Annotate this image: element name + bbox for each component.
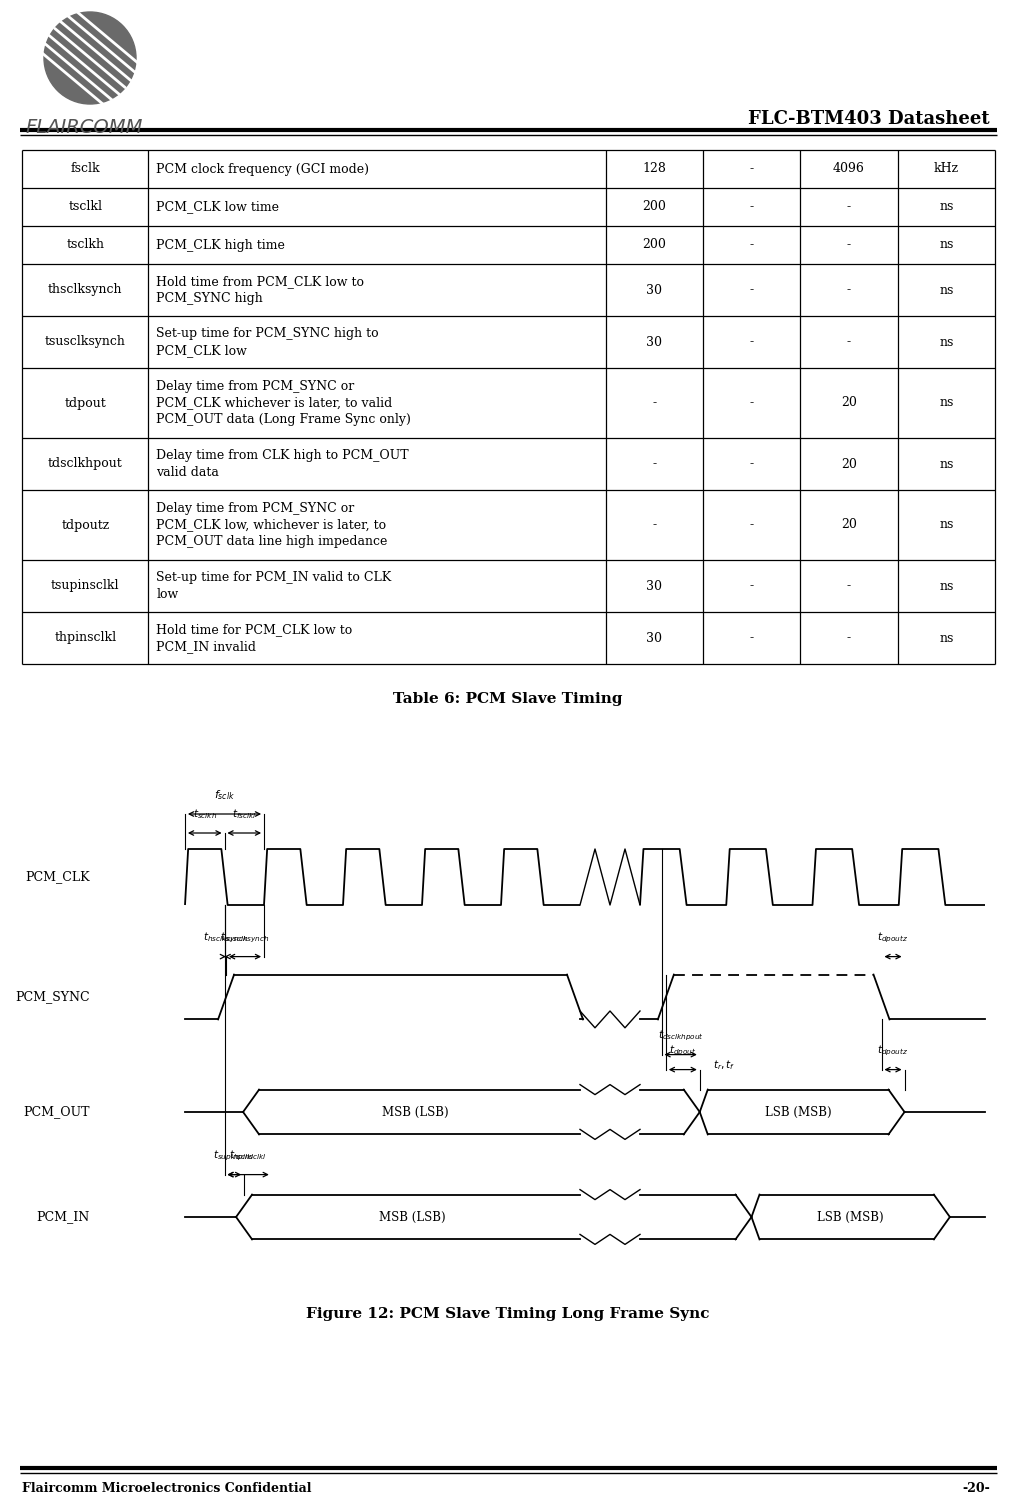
Text: tsclkh: tsclkh [66, 239, 105, 251]
Text: kHz: kHz [934, 162, 959, 176]
Text: 128: 128 [643, 162, 666, 176]
Text: -: - [847, 335, 851, 348]
Text: -: - [847, 580, 851, 592]
Text: PCM_CLK high time: PCM_CLK high time [157, 239, 286, 251]
Text: -: - [847, 200, 851, 213]
Text: PCM_SYNC: PCM_SYNC [15, 990, 89, 1003]
Text: ns: ns [939, 458, 954, 470]
Text: MSB (LSB): MSB (LSB) [382, 1105, 448, 1119]
Text: tsclkl: tsclkl [68, 200, 103, 213]
Text: $f_{sclk}$: $f_{sclk}$ [214, 789, 235, 802]
Text: 4096: 4096 [833, 162, 865, 176]
Text: Hold time for PCM_CLK low to
PCM_IN invalid: Hold time for PCM_CLK low to PCM_IN inva… [157, 623, 353, 653]
Text: -: - [750, 458, 754, 470]
Text: -20-: -20- [962, 1482, 990, 1494]
Text: ns: ns [939, 200, 954, 213]
Text: Delay time from PCM_SYNC or
PCM_CLK whichever is later, to valid
PCM_OUT data (L: Delay time from PCM_SYNC or PCM_CLK whic… [157, 380, 411, 427]
Text: MSB (LSB): MSB (LSB) [378, 1211, 445, 1224]
Text: LSB (MSB): LSB (MSB) [765, 1105, 832, 1119]
Text: tdpoutz: tdpoutz [61, 518, 110, 532]
Text: Set-up time for PCM_SYNC high to
PCM_CLK low: Set-up time for PCM_SYNC high to PCM_CLK… [157, 327, 379, 357]
Text: PCM clock frequency (GCI mode): PCM clock frequency (GCI mode) [157, 162, 369, 176]
Text: Hold time from PCM_CLK low to
PCM_SYNC high: Hold time from PCM_CLK low to PCM_SYNC h… [157, 275, 364, 305]
Text: tsusclksynch: tsusclksynch [45, 335, 126, 348]
Text: -: - [750, 518, 754, 532]
Text: 30: 30 [647, 580, 662, 592]
Text: $t_{susclksynch}$: $t_{susclksynch}$ [221, 930, 270, 945]
Text: -: - [750, 580, 754, 592]
Text: tdsclkhpout: tdsclkhpout [48, 458, 123, 470]
Text: thpinsclkl: thpinsclkl [54, 631, 116, 644]
Text: Delay time from PCM_SYNC or
PCM_CLK low, whichever is later, to
PCM_OUT data lin: Delay time from PCM_SYNC or PCM_CLK low,… [157, 502, 387, 548]
Text: PCM_IN: PCM_IN [37, 1211, 89, 1224]
Text: 200: 200 [643, 200, 666, 213]
Text: FLC-BTM403 Datasheet: FLC-BTM403 Datasheet [749, 110, 990, 128]
Circle shape [44, 12, 136, 104]
Text: -: - [750, 239, 754, 251]
Text: -: - [847, 239, 851, 251]
Text: -: - [652, 397, 657, 410]
Text: $t_r, t_f$: $t_r, t_f$ [713, 1057, 735, 1071]
Text: -: - [750, 162, 754, 176]
Text: 200: 200 [643, 239, 666, 251]
Text: PCM_CLK low time: PCM_CLK low time [157, 200, 280, 213]
Text: $t_{dpoutz}$: $t_{dpoutz}$ [878, 930, 908, 945]
Text: FLAIRCOMM: FLAIRCOMM [25, 119, 142, 137]
Text: -: - [847, 284, 851, 296]
Text: LSB (MSB): LSB (MSB) [818, 1211, 884, 1224]
Text: -: - [750, 200, 754, 213]
Text: $t_{fsclkl}$: $t_{fsclkl}$ [232, 807, 256, 822]
Text: tdpout: tdpout [64, 397, 106, 410]
Text: ns: ns [939, 335, 954, 348]
Text: 30: 30 [647, 631, 662, 644]
Text: Delay time from CLK high to PCM_OUT
valid data: Delay time from CLK high to PCM_OUT vali… [157, 449, 409, 479]
Text: thsclksynch: thsclksynch [48, 284, 122, 296]
Text: ns: ns [939, 284, 954, 296]
Text: 20: 20 [841, 458, 857, 470]
Text: ns: ns [939, 631, 954, 644]
Text: -: - [652, 458, 657, 470]
Text: ns: ns [939, 580, 954, 592]
Text: Table 6: PCM Slave Timing: Table 6: PCM Slave Timing [394, 692, 622, 706]
Text: $t_{dpoutz}$: $t_{dpoutz}$ [878, 1044, 908, 1057]
Text: $t_{sclkh}$: $t_{sclkh}$ [192, 807, 217, 822]
Text: fsclk: fsclk [70, 162, 100, 176]
Text: $t_{supinsclkl}$: $t_{supinsclkl}$ [214, 1148, 255, 1163]
Text: ns: ns [939, 239, 954, 251]
Text: Figure 12: PCM Slave Timing Long Frame Sync: Figure 12: PCM Slave Timing Long Frame S… [306, 1307, 710, 1320]
Text: -: - [750, 631, 754, 644]
Text: PCM_OUT: PCM_OUT [23, 1105, 89, 1119]
Text: $t_{dpout}$: $t_{dpout}$ [669, 1044, 697, 1057]
Text: 20: 20 [841, 518, 857, 532]
Text: Flaircomm Microelectronics Confidential: Flaircomm Microelectronics Confidential [22, 1482, 311, 1494]
Text: tsupinsclkl: tsupinsclkl [51, 580, 119, 592]
Text: $t_{dsclkhpout}$: $t_{dsclkhpout}$ [658, 1029, 704, 1042]
Text: -: - [750, 284, 754, 296]
Text: 30: 30 [647, 335, 662, 348]
Text: -: - [750, 397, 754, 410]
Text: 30: 30 [647, 284, 662, 296]
Text: ns: ns [939, 397, 954, 410]
Text: -: - [750, 335, 754, 348]
Text: -: - [847, 631, 851, 644]
Text: PCM_CLK: PCM_CLK [25, 871, 89, 883]
Text: 20: 20 [841, 397, 857, 410]
Text: ns: ns [939, 518, 954, 532]
Text: -: - [652, 518, 657, 532]
Text: Set-up time for PCM_IN valid to CLK
low: Set-up time for PCM_IN valid to CLK low [157, 571, 392, 601]
Text: $t_{hsclksynch}$: $t_{hsclksynch}$ [202, 930, 248, 945]
Text: $t_{hpinsclkl}$: $t_{hpinsclkl}$ [229, 1148, 267, 1163]
